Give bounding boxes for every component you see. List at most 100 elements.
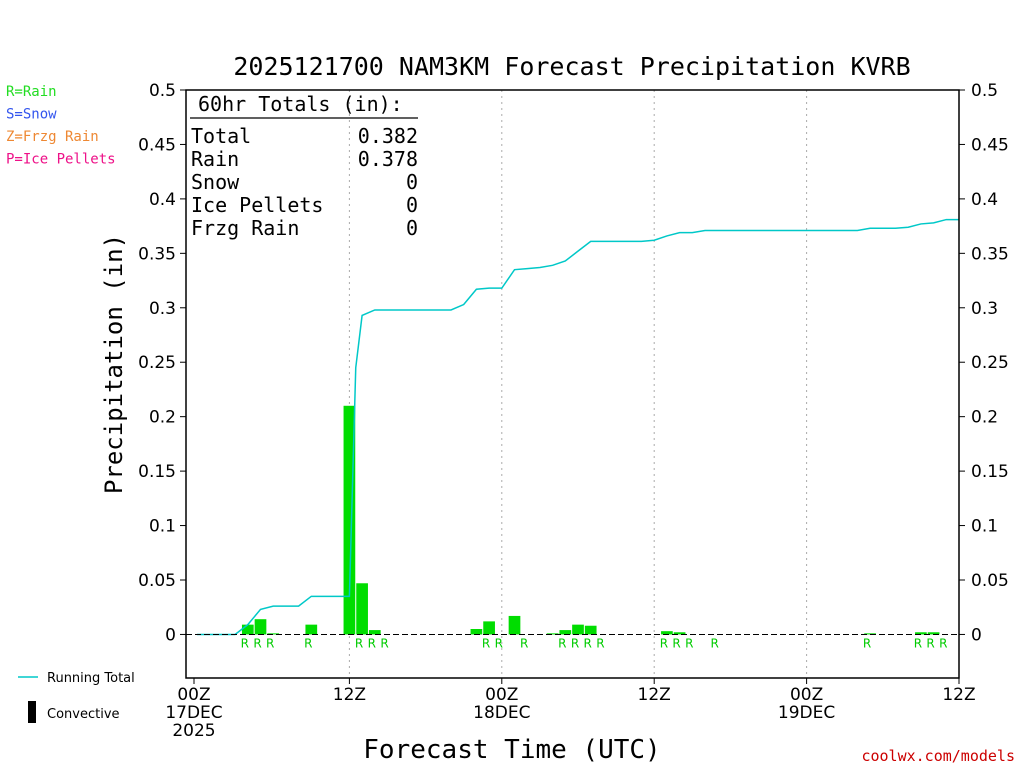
credit-link[interactable]: coolwx.com/models [861,747,1015,765]
x-tick-label: 00Z [790,685,823,705]
y-tick-label: 0.3 [149,299,176,319]
y-tick-label-right: 0.1 [971,517,998,537]
y-tick-label-right: 0.5 [971,81,998,101]
grid-lines [348,90,808,678]
running-total-line [197,218,959,636]
y-tick-label-right: 0 [971,625,982,645]
running-total-series [197,218,959,636]
y-tick-label-right: 0.05 [971,571,1009,591]
x-axis-label: Forecast Time (UTC) [363,735,660,765]
precip-bar [267,633,280,635]
x-tick-label: 18DEC [473,703,530,723]
precip-bar [915,632,927,635]
precip-bar [661,631,673,635]
x-tick-label: 12Z [333,685,366,705]
y-tick-label: 0.2 [149,408,176,428]
precip-bar [356,583,368,635]
type-legend-entry: S=Snow [6,107,57,123]
precip-bar [508,615,521,635]
y-tick-label-right: 0.45 [971,135,1009,155]
precip-type-marker: R [558,636,566,650]
precip-type-legend: R=Rain S=Snow Z=Frzg Rain P=Ice Pellets [6,84,116,168]
totals-row-label: Total [191,124,251,148]
x-tick-label: 12Z [942,685,975,705]
precip-type-marker: R [495,636,503,650]
type-legend-entry: Z=Frzg Rain [6,129,99,145]
legend-bar-swatch [28,701,36,723]
precip-type-marker: R [571,636,579,650]
y-tick-label: 0.35 [138,244,176,264]
y-tick-label: 0.25 [138,353,176,373]
precip-type-marker: R [304,636,312,650]
precip-type-marker: R [914,636,922,650]
type-legend-entry: P=Ice Pellets [6,152,116,168]
y-tick-label-right: 0.15 [971,462,1009,482]
precip-type-marker: R [685,636,693,650]
y-tick-label: 0.45 [138,135,176,155]
x-tick-label: 00Z [485,685,518,705]
series-legend: Running Total Convective [18,671,135,723]
precip-type-marker: R [482,636,490,650]
totals-row-value: 0.378 [358,147,418,171]
y-tick-label: 0.05 [138,571,176,591]
totals-row-label: Frzg Rain [191,216,299,240]
precip-type-marker: R [355,636,363,650]
y-tick-label: 0.1 [149,517,176,537]
precip-type-marker: R [380,636,388,650]
series-legend-label: Convective [47,707,120,722]
precip-bar [572,624,584,635]
precip-bar [559,630,572,635]
precip-type-marker: R [596,636,604,650]
y-axis-label: Precipitation (in) [100,234,128,494]
precip-type-marker: R [266,636,274,650]
totals-box: 60hr Totals (in): Total 0.382 Rain 0.378 Sno… [190,92,418,240]
plot-frame [185,89,960,679]
totals-heading: 60hr Totals (in): [198,92,403,116]
totals-row-value: 0 [406,170,418,194]
y-tick-label-right: 0.3 [971,299,998,319]
precip-type-marker: R [939,636,947,650]
y-tick-label: 0.5 [149,81,176,101]
series-legend-label: Running Total [47,671,135,686]
y-tick-label-right: 0.4 [971,190,998,210]
precip-bar [470,629,483,635]
totals-rows: Total 0.382 Rain 0.378 Snow 0 Ice Pellets 0 Frzg… [191,124,418,240]
y-tick-label: 0.4 [149,190,176,210]
precip-type-marker: R [520,636,528,650]
precip-bar [305,624,318,635]
x-tick-label: 12Z [638,685,671,705]
x-tick-label: 00Z [177,685,210,705]
precip-bar [927,632,940,635]
precip-bar [483,621,495,635]
precip-type-marker: R [660,636,668,650]
chart-title: 2025121700 NAM3KM Forecast Precipitation… [233,52,910,81]
precip-bar [254,619,267,635]
precip-bar [673,632,686,635]
precip-bar [546,633,559,635]
precip-type-marker: R [672,636,680,650]
x-tick-label: 19DEC [778,703,835,723]
totals-row-value: 0 [406,193,418,217]
totals-row-label: Snow [191,170,240,194]
y-axis: 0.5 0.5 0.45 0.45 0.4 0.4 0.35 0.35 0.3 0.3 0.25 0.… [138,81,1009,645]
y-tick-label: 0 [165,625,176,645]
totals-row-label: Rain [191,147,239,171]
totals-row-label: Ice Pellets [191,193,323,217]
x-tick-label: 2025 [172,721,215,741]
precip-type-marker: R [584,636,592,650]
precip-bar [343,405,356,635]
y-tick-label-right: 0.25 [971,353,1009,373]
precip-type-marker: R [711,636,719,650]
totals-row-value: 0 [406,216,418,240]
precip-type-marker: R [926,636,934,650]
precip-bar [864,633,876,635]
precip-type-marker: R [863,636,871,650]
precip-type-marker: R [241,636,249,650]
y-tick-label: 0.15 [138,462,176,482]
bar-series [241,405,940,635]
y-tick-label-right: 0.2 [971,408,998,428]
precip-type-marker: R [253,636,261,650]
totals-row-value: 0.382 [358,124,418,148]
